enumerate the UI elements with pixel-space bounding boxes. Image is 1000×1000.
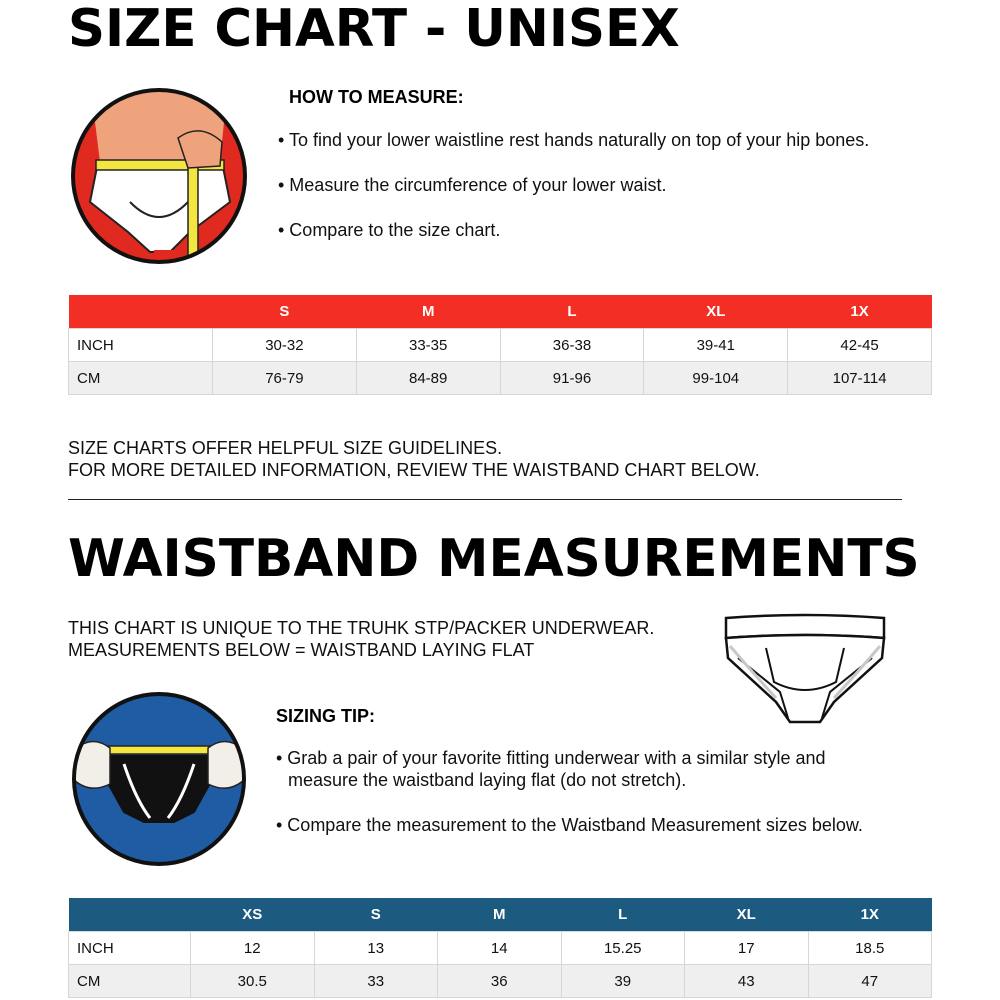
- table-cell: 15.25: [560, 931, 685, 965]
- header-cell-l: L: [500, 295, 644, 329]
- measure-bullet-2: • Measure the circumference of your lowe…: [278, 175, 667, 195]
- row-label: CM: [68, 361, 213, 395]
- header-cell-m: M: [437, 898, 561, 932]
- table-row: CM 76-79 84-89 91-96 99-104 107-114: [68, 361, 932, 395]
- table-cell: 18.5: [807, 931, 932, 965]
- measuring-waist-illustration-icon: [71, 88, 247, 264]
- header-cell-m: M: [356, 295, 501, 329]
- table-row: CM 30.5 33 36 39 43 47: [68, 964, 932, 998]
- waistband-intro-line-1: THIS CHART IS UNIQUE TO THE TRUHK STP/PA…: [68, 618, 655, 638]
- waistband-title: WAISTBAND MEASUREMENTS: [68, 529, 920, 589]
- table-cell: 99-104: [643, 361, 789, 395]
- header-cell-xs: XS: [190, 898, 314, 932]
- sizing-tip-1-continued: measure the waistband laying flat (do no…: [288, 770, 687, 790]
- table-cell: 84-89: [355, 361, 501, 395]
- table-cell: 33: [313, 964, 438, 998]
- row-label: INCH: [68, 931, 191, 965]
- table-row: INCH 12 13 14 15.25 17 18.5: [68, 931, 932, 965]
- header-cell-blank: [68, 295, 213, 329]
- table-cell: 42-45: [787, 328, 932, 362]
- size-chart-table: S M L XL 1X INCH 30-32 33-35 36-38 39-41…: [68, 295, 932, 395]
- table-row: INCH 30-32 33-35 36-38 39-41 42-45: [68, 328, 932, 362]
- header-cell-s: S: [212, 295, 357, 329]
- row-label: CM: [68, 964, 191, 998]
- size-chart-title: SIZE CHART - UNISEX: [68, 0, 680, 59]
- size-note-line-2: FOR MORE DETAILED INFORMATION, REVIEW TH…: [68, 460, 760, 480]
- header-cell-l: L: [561, 898, 685, 932]
- sizing-tip-heading: SIZING TIP:: [276, 706, 375, 726]
- sizing-tip-2: • Compare the measurement to the Waistba…: [276, 815, 863, 835]
- size-chart-header-row: S M L XL 1X: [68, 295, 932, 329]
- table-cell: 43: [684, 964, 809, 998]
- table-cell: 107-114: [787, 361, 932, 395]
- table-cell: 91-96: [499, 361, 645, 395]
- table-cell: 39-41: [643, 328, 789, 362]
- measure-bullet-1: • To find your lower waistline rest hand…: [278, 130, 870, 150]
- how-to-measure-heading: HOW TO MEASURE:: [289, 87, 464, 107]
- header-cell-xl: XL: [684, 898, 808, 932]
- table-cell: 30-32: [212, 328, 357, 362]
- table-cell: 47: [807, 964, 932, 998]
- table-cell: 39: [560, 964, 685, 998]
- waistband-intro-line-2: MEASUREMENTS BELOW = WAISTBAND LAYING FL…: [68, 640, 535, 660]
- table-cell: 13: [313, 931, 438, 965]
- briefs-illustration-icon: [724, 613, 886, 724]
- row-label: INCH: [68, 328, 213, 362]
- table-cell: 30.5: [190, 964, 315, 998]
- header-cell-xl: XL: [643, 295, 788, 329]
- header-cell-1x: 1X: [808, 898, 932, 932]
- table-cell: 33-35: [355, 328, 501, 362]
- header-cell-blank: [68, 898, 191, 932]
- header-cell-1x: 1X: [787, 295, 932, 329]
- waistband-header-row: XS S M L XL 1X: [68, 898, 932, 932]
- measure-bullet-3: • Compare to the size chart.: [278, 220, 501, 240]
- table-cell: 36: [437, 964, 562, 998]
- table-cell: 12: [190, 931, 315, 965]
- table-cell: 76-79: [212, 361, 357, 395]
- waistband-table: XS S M L XL 1X INCH 12 13 14 15.25 17 18…: [68, 898, 932, 998]
- measuring-waistband-flat-illustration-icon: [72, 692, 246, 866]
- table-cell: 17: [684, 931, 809, 965]
- table-cell: 14: [437, 931, 562, 965]
- table-cell: 36-38: [499, 328, 645, 362]
- header-cell-s: S: [314, 898, 438, 932]
- section-divider: [68, 499, 902, 500]
- size-note-line-1: SIZE CHARTS OFFER HELPFUL SIZE GUIDELINE…: [68, 438, 503, 458]
- sizing-tip-1: • Grab a pair of your favorite fitting u…: [276, 748, 826, 768]
